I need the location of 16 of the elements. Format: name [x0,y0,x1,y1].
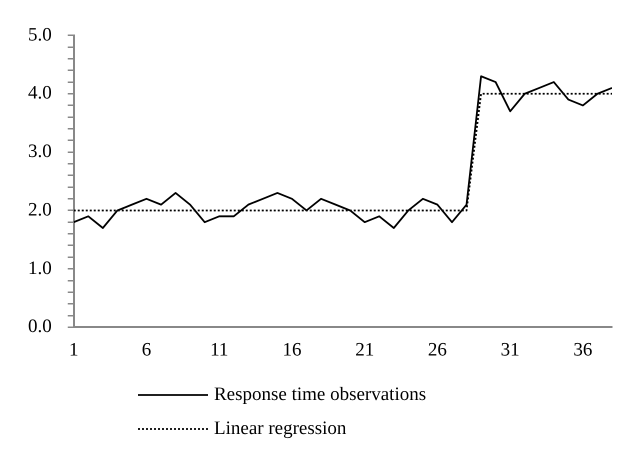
x-tick-label: 21 [355,340,374,361]
y-tick-label: 3.0 [28,141,52,162]
x-tick-label: 11 [210,340,228,361]
y-tick-label: 5.0 [28,24,52,46]
x-tick-label: 31 [500,340,520,361]
legend-label: Linear regression [214,418,346,440]
y-tick-label: 2.0 [28,199,52,220]
y-tick-label: 0.0 [28,316,52,338]
y-tick-label: 1.0 [28,258,52,279]
legend-label: Response time observations [214,384,426,406]
y-tick-label: 4.0 [28,82,52,104]
x-tick-label: 26 [428,340,447,361]
x-tick-label: 6 [142,340,152,361]
x-tick-label: 36 [573,340,592,361]
x-tick-label: 16 [282,340,302,361]
x-tick-label: 1 [69,340,78,361]
